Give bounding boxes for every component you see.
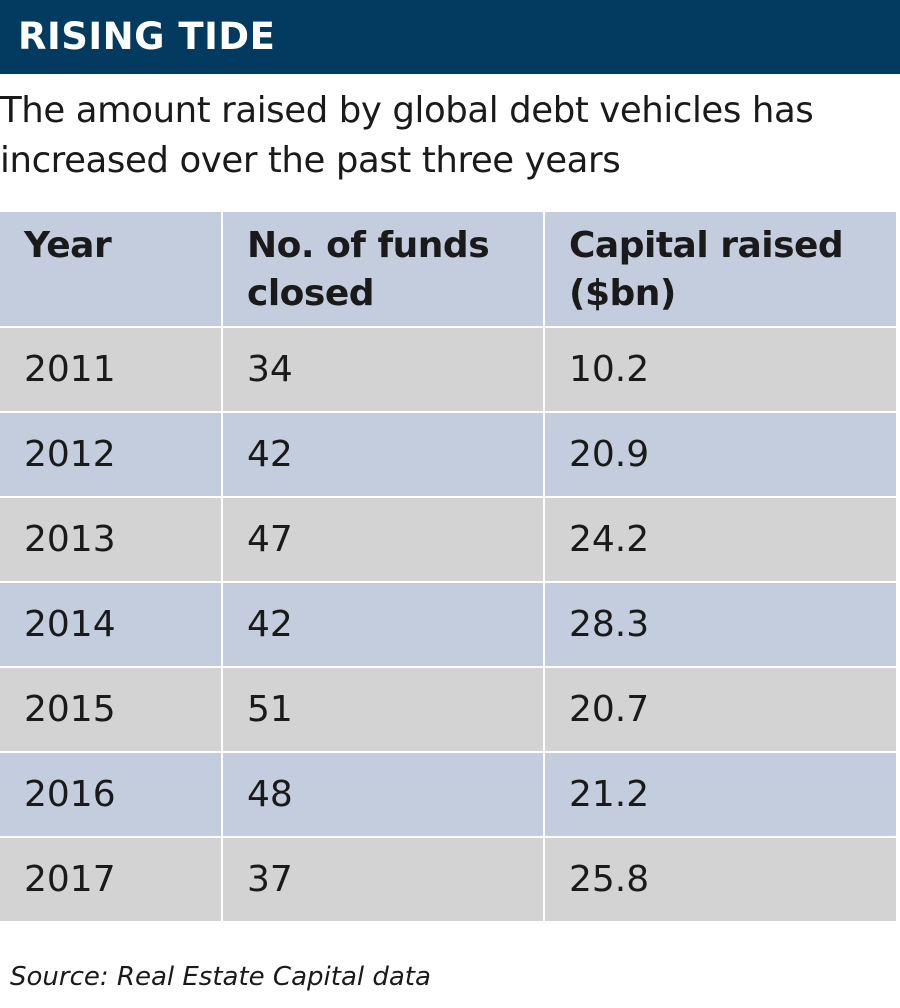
cell-funds-closed: 42 bbox=[222, 582, 545, 668]
column-header-funds-closed: No. of funds closed bbox=[222, 212, 545, 328]
table-row: 2013 47 24.2 bbox=[0, 497, 896, 583]
chart-title: RISING TIDE bbox=[18, 15, 276, 58]
cell-funds-closed: 48 bbox=[222, 752, 545, 838]
cell-year: 2011 bbox=[0, 327, 223, 413]
table-row: 2011 34 10.2 bbox=[0, 327, 896, 413]
data-table: Year No. of funds closed Capital raised … bbox=[0, 212, 896, 923]
table-header-row: Year No. of funds closed Capital raised … bbox=[0, 212, 896, 328]
table-row: 2017 37 25.8 bbox=[0, 837, 896, 923]
cell-capital-raised: 28.3 bbox=[544, 582, 896, 668]
cell-capital-raised: 25.8 bbox=[544, 837, 896, 923]
cell-funds-closed: 42 bbox=[222, 412, 545, 498]
cell-capital-raised: 20.9 bbox=[544, 412, 896, 498]
cell-year: 2013 bbox=[0, 497, 223, 583]
chart-subtitle: The amount raised by global debt vehicle… bbox=[0, 90, 814, 181]
source-note: Source: Real Estate Capital data bbox=[10, 962, 431, 992]
cell-funds-closed: 37 bbox=[222, 837, 545, 923]
cell-year: 2016 bbox=[0, 752, 223, 838]
column-header-capital-raised: Capital raised ($bn) bbox=[544, 212, 896, 328]
cell-funds-closed: 34 bbox=[222, 327, 545, 413]
cell-capital-raised: 21.2 bbox=[544, 752, 896, 838]
cell-year: 2012 bbox=[0, 412, 223, 498]
table-row: 2014 42 28.3 bbox=[0, 582, 896, 668]
cell-funds-closed: 51 bbox=[222, 667, 545, 753]
cell-funds-closed: 47 bbox=[222, 497, 545, 583]
column-header-year: Year bbox=[0, 212, 223, 328]
title-banner: RISING TIDE bbox=[0, 0, 900, 74]
cell-year: 2015 bbox=[0, 667, 223, 753]
cell-year: 2014 bbox=[0, 582, 223, 668]
cell-year: 2017 bbox=[0, 837, 223, 923]
table-row: 2015 51 20.7 bbox=[0, 667, 896, 753]
cell-capital-raised: 20.7 bbox=[544, 667, 896, 753]
table-row: 2012 42 20.9 bbox=[0, 412, 896, 498]
table-row: 2016 48 21.2 bbox=[0, 752, 896, 838]
cell-capital-raised: 24.2 bbox=[544, 497, 896, 583]
cell-capital-raised: 10.2 bbox=[544, 327, 896, 413]
